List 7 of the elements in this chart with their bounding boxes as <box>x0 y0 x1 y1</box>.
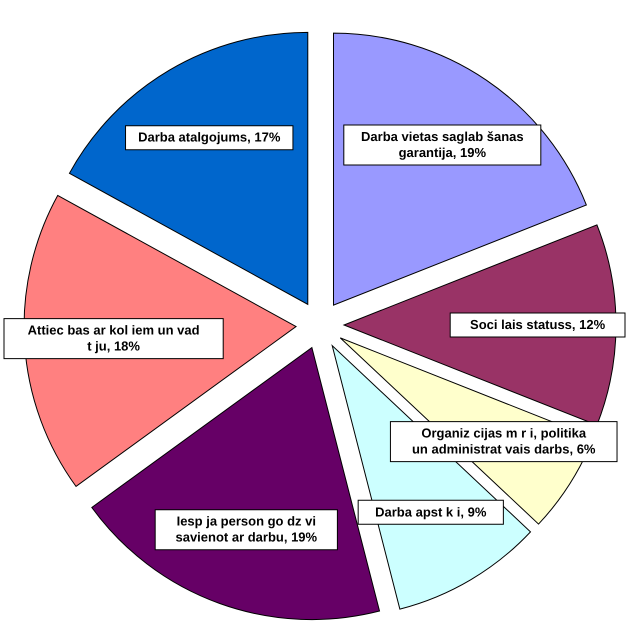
slice-label: Attiec bas ar kol iem un vad t ju, 18% <box>28 322 200 354</box>
slice-label: Organiz cijas m r i, politika un administrat vais darbs, 6% <box>412 426 596 457</box>
slice-label: Iesp ja person go dz vi savienot ar darbu, 19% <box>175 514 318 545</box>
slice-label: Darba apst k i, 9% <box>375 504 487 520</box>
slice-label: Darba vietas saglab šanas garantija, 19% <box>361 129 524 160</box>
slice-label: Soci lais statuss, 12% <box>470 317 606 332</box>
slice-label: Darba atalgojums, 17% <box>138 130 281 145</box>
